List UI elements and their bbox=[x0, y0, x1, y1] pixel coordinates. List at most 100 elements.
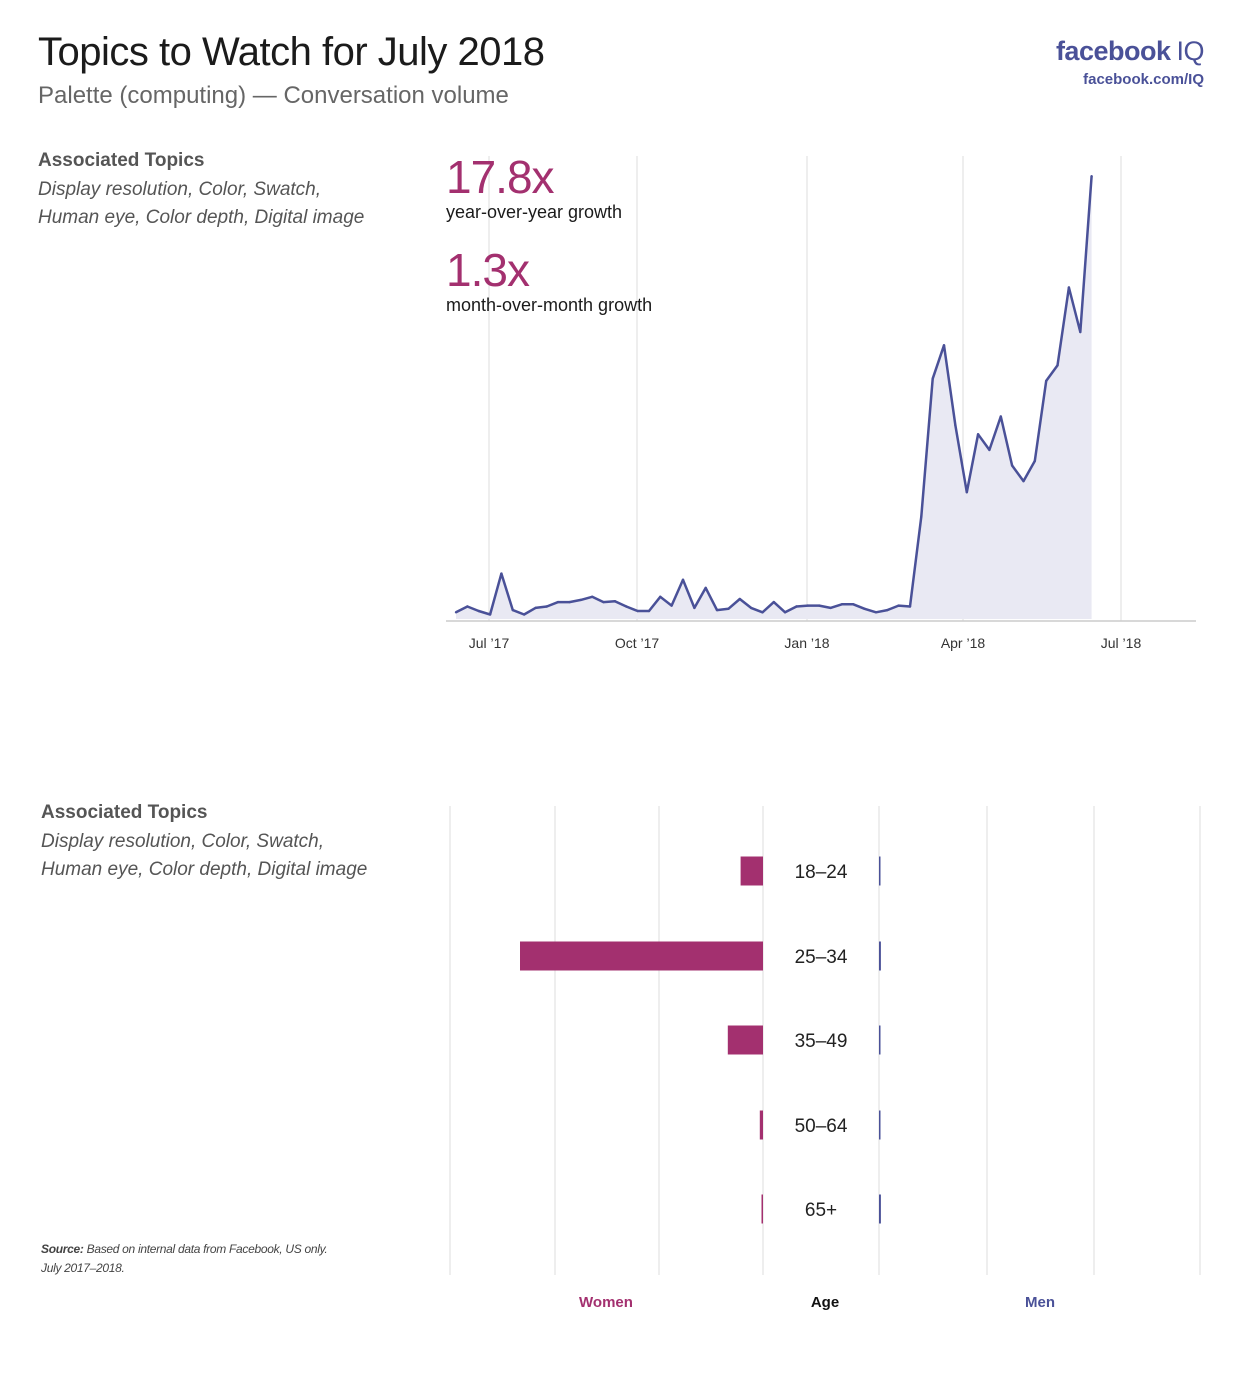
data-point bbox=[840, 603, 844, 606]
data-point bbox=[795, 605, 798, 608]
women-bar bbox=[520, 941, 763, 971]
brand-logo: facebook IQ bbox=[1055, 36, 1205, 67]
data-point bbox=[1056, 364, 1059, 367]
data-point bbox=[806, 604, 809, 607]
page-subtitle: Palette (computing) — Conversation volum… bbox=[38, 82, 509, 109]
associated-topics-top: Associated Topics Display resolution, Co… bbox=[38, 150, 398, 232]
x-tick-label: Jan ’18 bbox=[784, 635, 829, 651]
data-point bbox=[988, 448, 991, 452]
data-point bbox=[965, 491, 968, 494]
data-point bbox=[783, 611, 787, 614]
women-axis-label: Women bbox=[579, 1294, 633, 1311]
age-axis-label: Age bbox=[811, 1294, 839, 1311]
data-point bbox=[477, 609, 480, 613]
women-bar bbox=[740, 856, 763, 886]
data-point bbox=[931, 377, 934, 380]
data-point bbox=[818, 604, 821, 607]
data-point bbox=[613, 600, 617, 603]
data-point bbox=[534, 606, 537, 610]
x-tick-label: Jul ’17 bbox=[469, 635, 510, 651]
data-point bbox=[579, 598, 583, 602]
data-point bbox=[636, 609, 639, 613]
brand[interactable]: facebook IQ facebook.com/IQ bbox=[1055, 36, 1205, 88]
data-point bbox=[829, 606, 832, 610]
age-label: 35–49 bbox=[795, 1031, 848, 1052]
page-title: Topics to Watch for July 2018 bbox=[38, 30, 545, 74]
data-point bbox=[454, 611, 458, 614]
brand-suffix: IQ bbox=[1176, 36, 1204, 66]
men-bar bbox=[879, 1194, 881, 1224]
mom-label: month-over-month growth bbox=[446, 295, 653, 315]
conversation-volume-chart: Jul ’17 Oct ’17 Jan ’18 Apr ’18 Jul ’18 bbox=[446, 156, 1196, 651]
associated-topics-line: Human eye, Color depth, Digital image bbox=[38, 207, 365, 228]
data-point bbox=[761, 611, 764, 614]
data-point bbox=[704, 586, 707, 590]
source-period: July 2017–2018. bbox=[41, 1261, 125, 1275]
associated-topics-title: Associated Topics bbox=[38, 150, 205, 171]
data-point bbox=[522, 613, 526, 616]
men-axis-label: Men bbox=[1025, 1294, 1055, 1311]
data-point bbox=[647, 609, 651, 613]
data-point bbox=[1090, 175, 1093, 178]
data-point bbox=[625, 605, 628, 608]
yoy-label: year-over-year growth bbox=[446, 202, 623, 222]
data-point bbox=[545, 605, 548, 608]
source-note: Source: Based on internal data from Face… bbox=[41, 1240, 328, 1278]
men-bar bbox=[879, 941, 881, 971]
data-point bbox=[659, 595, 662, 598]
data-point bbox=[999, 415, 1002, 418]
age-label: 50–64 bbox=[795, 1116, 848, 1137]
men-bar bbox=[879, 1025, 881, 1055]
age-label: 25–34 bbox=[795, 947, 848, 968]
men-bar bbox=[879, 856, 881, 886]
age-label: 65+ bbox=[805, 1200, 837, 1221]
data-point bbox=[1079, 330, 1082, 334]
data-point bbox=[1022, 479, 1025, 483]
data-point bbox=[1033, 459, 1037, 463]
associated-topics-line: Human eye, Color depth, Digital image bbox=[41, 859, 368, 880]
data-point bbox=[976, 433, 980, 436]
yoy-stat: 17.8x year-over-year growth bbox=[446, 154, 622, 223]
source-label: Source: bbox=[41, 1242, 84, 1256]
mom-value: 1.3x bbox=[446, 244, 530, 296]
data-point bbox=[1010, 464, 1014, 467]
data-point bbox=[715, 608, 719, 612]
data-point bbox=[511, 608, 514, 612]
data-point bbox=[863, 607, 866, 610]
data-point bbox=[920, 515, 923, 518]
men-bar bbox=[879, 1110, 881, 1140]
data-point bbox=[772, 600, 775, 604]
data-point bbox=[738, 597, 741, 601]
data-point bbox=[1067, 286, 1071, 289]
brand-name: facebook bbox=[1055, 36, 1171, 66]
brand-url[interactable]: facebook.com/IQ bbox=[1083, 71, 1204, 88]
data-point bbox=[886, 608, 889, 612]
associated-topics-bottom: Associated Topics Display resolution, Co… bbox=[41, 802, 401, 884]
data-point bbox=[466, 605, 469, 608]
data-point bbox=[942, 344, 946, 347]
data-point bbox=[852, 603, 855, 606]
data-point bbox=[670, 604, 673, 607]
data-point bbox=[681, 578, 685, 581]
data-point bbox=[556, 600, 560, 604]
x-tick-label: Oct ’17 bbox=[615, 635, 660, 651]
associated-topics-title: Associated Topics bbox=[41, 802, 208, 823]
women-bar bbox=[727, 1025, 763, 1055]
data-point bbox=[727, 607, 730, 610]
associated-topics-line: Display resolution, Color, Swatch, bbox=[41, 831, 325, 852]
data-point bbox=[897, 604, 900, 607]
source-text: Based on internal data from Facebook, US… bbox=[86, 1242, 328, 1256]
data-point bbox=[908, 605, 912, 608]
women-bar bbox=[759, 1110, 763, 1140]
associated-topics-line: Display resolution, Color, Swatch, bbox=[38, 179, 322, 200]
x-tick-label: Apr ’18 bbox=[941, 635, 986, 651]
mom-stat: 1.3x month-over-month growth bbox=[446, 247, 652, 316]
data-point bbox=[1045, 379, 1048, 383]
data-point bbox=[874, 611, 878, 614]
data-point bbox=[693, 606, 696, 610]
data-point bbox=[602, 600, 605, 604]
data-point bbox=[568, 600, 571, 604]
x-tick-label: Jul ’18 bbox=[1101, 635, 1142, 651]
women-bar bbox=[761, 1194, 763, 1224]
age-label: 18–24 bbox=[795, 862, 848, 883]
